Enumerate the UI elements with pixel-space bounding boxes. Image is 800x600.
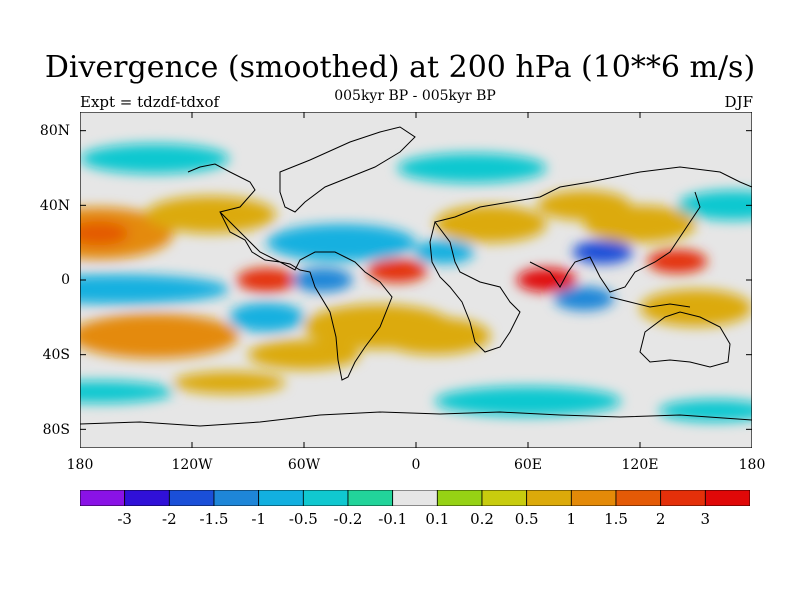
anomaly-patch: [658, 399, 752, 422]
lon-label-120w: 120W: [171, 457, 213, 473]
colorbar-label: 1: [566, 510, 577, 528]
anomaly-patch: [145, 196, 276, 234]
divergence-feature: [80, 221, 129, 246]
colorbar-label: 0.1: [425, 510, 450, 528]
colorbar-label: 0.5: [514, 510, 539, 528]
lon-label-180e: 180: [738, 457, 766, 473]
divergence-feature: [572, 240, 633, 264]
lat-label-40n: 40N: [39, 198, 70, 214]
colorbar-box: [80, 490, 126, 506]
anomaly-patch: [434, 205, 547, 243]
coastlines: [80, 126, 752, 427]
anomaly-patch: [248, 339, 360, 370]
colorbar-label: 3: [700, 510, 711, 528]
anomaly-patch: [229, 302, 304, 333]
divergence-feature: [516, 268, 577, 292]
colorbar-box: [347, 490, 394, 506]
lon-label-0: 0: [411, 457, 421, 473]
colorbar-box: [704, 490, 750, 506]
colorbar-label: -1.5: [199, 510, 229, 528]
anomaly-patch: [397, 153, 547, 183]
colorbar-label: -1: [251, 510, 266, 528]
colorbar-box: [124, 490, 170, 506]
colorbar-label: 0.2: [470, 510, 494, 528]
anomaly-patch: [537, 190, 631, 221]
anomaly-patch: [80, 143, 230, 174]
anomaly-patch: [434, 386, 622, 417]
chart-title: Divergence (smoothed) at 200 hPa (10**6 …: [44, 50, 756, 85]
anomaly-patch: [378, 317, 491, 355]
colorbar-box: [615, 490, 662, 506]
colorbar-box: [570, 490, 617, 506]
colorbar-box: [436, 490, 483, 506]
colorbar-label: -2: [162, 510, 177, 528]
season-label: DJF: [724, 93, 753, 111]
anomaly-patch: [80, 274, 230, 305]
colorbar-label: -0.2: [333, 510, 363, 528]
divergence-feature: [554, 286, 614, 311]
colorbar-box: [481, 490, 528, 506]
colorbar-box: [213, 490, 260, 506]
lat-label-80n: 80N: [39, 123, 70, 139]
colorbar-box: [168, 490, 215, 506]
colorbar-label: -0.1: [378, 510, 408, 528]
colorbar-label: -3: [117, 510, 132, 528]
anomaly-patch: [266, 224, 416, 262]
colorbar-box: [660, 490, 706, 506]
anomaly-patch: [640, 289, 752, 327]
divergence-map: [80, 112, 752, 448]
divergence-feature: [292, 268, 353, 292]
anomaly-patch: [80, 313, 239, 359]
lon-label-60w: 60W: [287, 457, 321, 473]
divergence-feature: [236, 268, 297, 292]
lon-label-120e: 120E: [621, 457, 659, 473]
colorbar-label: 2: [655, 510, 666, 528]
divergence-feature: [367, 258, 428, 283]
lat-label-40s: 40S: [42, 347, 70, 363]
divergence-feature: [414, 240, 474, 264]
lon-label-180w: 180: [66, 457, 94, 473]
colorbar-label: 1.5: [604, 510, 628, 528]
period-label: 005kyr BP - 005kyr BP: [334, 88, 496, 104]
divergence-feature: [647, 249, 708, 274]
colorbar-box: [258, 490, 304, 506]
anomaly-patch: [80, 380, 174, 404]
colorbar-box: [302, 490, 349, 506]
colorbar-box: [392, 490, 438, 506]
experiment-label: Expt = tdzdf-tdxof: [80, 93, 220, 111]
lat-label-80s: 80S: [42, 422, 70, 438]
anomaly-patch: [173, 371, 286, 394]
lon-label-60e: 60E: [513, 457, 543, 473]
colorbar-box: [526, 490, 572, 506]
colorbar-label: -0.5: [288, 510, 318, 528]
colorbar: [80, 490, 750, 506]
lat-label-0: 0: [61, 272, 70, 288]
